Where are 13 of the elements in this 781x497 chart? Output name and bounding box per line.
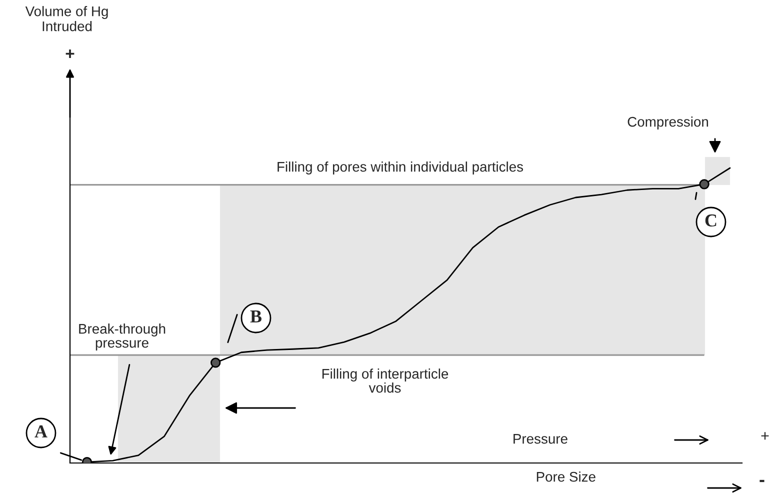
annotation: Pressure bbox=[514, 434, 568, 444]
annotation: Filling of interparticle voids bbox=[322, 368, 448, 393]
text: + bbox=[66, 50, 74, 58]
text: Volume of Hg Intruded bbox=[25, 6, 108, 32]
text: + bbox=[761, 432, 769, 440]
annotation: Break-through pressure bbox=[79, 324, 166, 350]
text: A bbox=[34, 425, 48, 438]
text: - bbox=[760, 480, 764, 482]
text: Compression bbox=[628, 116, 708, 130]
annotation: Filling of pores within individual particles bbox=[278, 162, 524, 174]
annotation: B bbox=[250, 310, 262, 322]
text: Pore Size bbox=[536, 472, 596, 482]
annotation: C bbox=[705, 214, 716, 227]
